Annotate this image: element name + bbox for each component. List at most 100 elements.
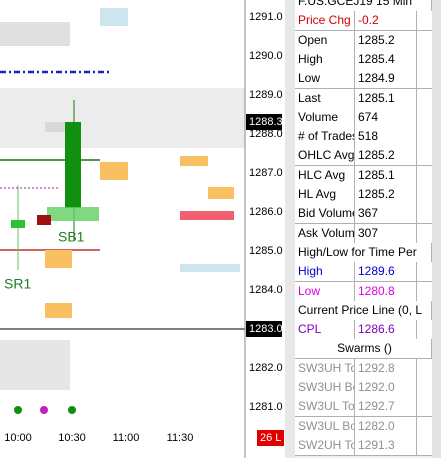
row-label: High: [295, 49, 355, 69]
chart-label: SR1: [4, 276, 31, 292]
row-value: 1282.0: [355, 416, 417, 436]
price-label: 1290.0: [249, 50, 283, 62]
row-value: 1280.8: [355, 281, 417, 301]
data-row: Ask Volume307: [295, 223, 432, 244]
data-row: CPL 1286.6: [295, 320, 432, 341]
zone: [45, 250, 72, 268]
row-label: SW2UH Top: [295, 435, 355, 455]
row-label: Current Price Line (0, L: [295, 300, 432, 320]
row-label: HL Avg: [295, 185, 355, 204]
row-value: 1291.3: [355, 435, 417, 455]
row-value: 1285.4: [355, 49, 417, 69]
data-row: HL Avg 1285.2: [295, 185, 432, 205]
row-label: Last: [295, 88, 355, 108]
price-box: [246, 114, 282, 130]
row-label: SW3UL Bot: [295, 416, 355, 436]
row-label: Swarms (): [295, 339, 432, 359]
row-label: High/Low for Time Per: [295, 242, 432, 262]
row-value: 1289.6: [355, 262, 417, 282]
zone: [100, 162, 128, 180]
zone: [180, 156, 208, 166]
zone: [0, 22, 70, 46]
price-label: 1286.0: [249, 206, 283, 218]
row-label: Low: [295, 281, 355, 301]
data-row: Low 1280.8: [295, 281, 432, 302]
price-label: 1289.0: [249, 89, 283, 101]
price-label: 1288.0: [249, 128, 283, 140]
time-label: 11:00: [113, 432, 140, 444]
data-row: OHLC Avg 1285.2: [295, 146, 432, 167]
data-row: # of Trades 518: [295, 127, 432, 148]
price-label: 1282.0: [249, 362, 283, 374]
zone: [45, 303, 72, 318]
row-value: 1285.2: [355, 185, 417, 204]
row-label: OHLC Avg: [295, 146, 355, 166]
data-row: Volume 674: [295, 107, 432, 128]
data-row: Swarms (): [295, 339, 432, 360]
data-window: F.US.GCEJ19 15 Min Price Chg -0.2 Open 1285.…: [295, 0, 441, 458]
row-value: -0.2: [355, 11, 417, 31]
price-label: 1287.0: [249, 167, 283, 179]
zone: [180, 211, 234, 220]
row-label: Price Chg: [295, 11, 355, 31]
row-value: 1284.9: [355, 69, 417, 89]
row-label: # of Trades: [295, 127, 355, 147]
candle: [37, 215, 51, 225]
row-label: Bid Volume: [295, 204, 355, 224]
current-price: 1288.3: [249, 116, 283, 128]
row-label: SW3UH Top: [295, 358, 355, 378]
zone: [45, 122, 72, 132]
scrollbar[interactable]: [432, 0, 441, 458]
row-label: SW3UL Top: [295, 397, 355, 417]
data-row: SW3UH Top1292.8: [295, 358, 432, 379]
price-label: 1291.0: [249, 11, 283, 23]
data-row: HLC Avg 1285.1: [295, 165, 432, 186]
price-box: [246, 321, 282, 337]
zone: [208, 187, 234, 199]
chart: SB1 SR1 1288.3 1283.0 26 L 1291.0 1290.0 1…: [0, 0, 295, 458]
row-value: 1285.2: [355, 30, 417, 50]
data-row: Price Chg -0.2: [295, 11, 432, 32]
row-value: 1286.6: [355, 320, 417, 340]
zone: [47, 207, 99, 221]
row-label: CPL: [295, 320, 355, 340]
candle: [11, 220, 25, 228]
zone: [100, 8, 128, 26]
dots: [14, 406, 76, 414]
row-label: Ask Volume: [295, 223, 355, 243]
price-label: 1281.0: [249, 401, 283, 413]
row-value: 1292.8: [355, 358, 417, 378]
badge: [257, 430, 284, 446]
title-row: F.US.GCEJ19 15 Min: [295, 0, 432, 12]
data-row: High/Low for Time Per: [295, 242, 432, 263]
data-row: High 1285.4: [295, 49, 432, 70]
data-row: Last 1285.1: [295, 88, 432, 109]
data-row: Bid Volume 367: [295, 204, 432, 225]
row-label: Open: [295, 30, 355, 50]
row-value: 1285.2: [355, 146, 417, 166]
data-row: Open 1285.2: [295, 30, 432, 51]
row-label: SW3UH Bot: [295, 378, 355, 397]
row-value: 1292.0: [355, 378, 417, 397]
scrollbar[interactable]: [285, 0, 295, 458]
row-value: 518: [355, 127, 417, 147]
data-row: SW3UH Bot1292.0: [295, 378, 432, 398]
zone: [180, 264, 240, 272]
candle: [65, 122, 81, 208]
time-label: 10:30: [58, 432, 86, 444]
data-row: SW2UH Top1291.3: [295, 435, 432, 456]
row-label: Volume: [295, 107, 355, 127]
row-label: Low: [295, 69, 355, 89]
badge-text: 26 L: [260, 432, 281, 444]
data-row: SW3UL Bot 1282.0: [295, 416, 432, 437]
data-row: SW3UL Top1292.7: [295, 397, 432, 418]
data-row: Current Price Line (0, L: [295, 300, 432, 321]
time-label: 11:30: [167, 432, 194, 444]
zone: [0, 88, 245, 148]
price-label: 1285.0: [249, 245, 283, 257]
data-row: High 1289.6: [295, 262, 432, 283]
row-value: 1285.1: [355, 165, 417, 185]
data-row: Low 1284.9: [295, 69, 432, 90]
time-label: 10:00: [4, 432, 32, 444]
